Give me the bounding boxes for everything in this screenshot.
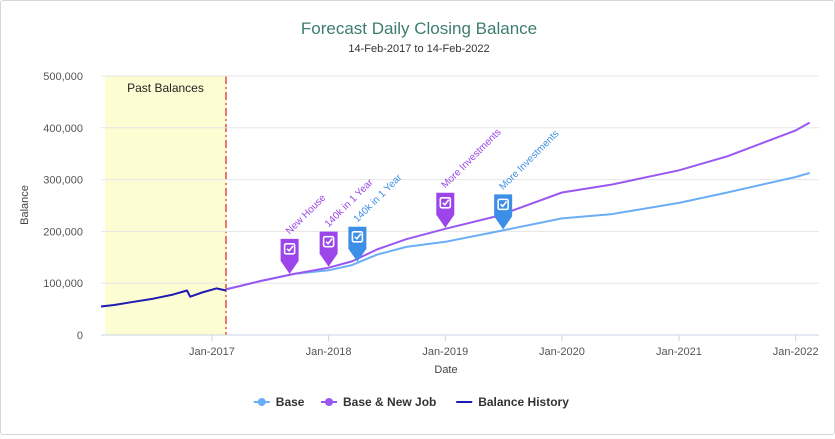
checkbox-icon — [322, 235, 335, 248]
x-tick-label: Jan-2019 — [422, 346, 468, 358]
checkbox-icon — [497, 198, 509, 211]
checkmark-icon — [325, 238, 333, 245]
y-tick-label: 300,000 — [43, 175, 83, 187]
y-tick-label: 100,000 — [43, 278, 83, 290]
checkmark-icon — [442, 199, 450, 207]
legend-item-base[interactable]: Base — [253, 395, 305, 409]
y-tick-label: 500,000 — [43, 71, 83, 83]
x-tick-label: Jan-2017 — [189, 346, 235, 358]
chart-subtitle: 14-Feb-2017 to 14-Feb-2022 — [348, 43, 489, 55]
checkbox-icon — [351, 231, 364, 243]
milestone-label: New House — [284, 192, 329, 237]
legend-label: Base — [276, 395, 305, 409]
y-tick-label: 0 — [77, 330, 83, 342]
legend-symbol-marker — [257, 398, 266, 406]
checkmark-icon — [354, 233, 362, 241]
legend-label: Balance History — [478, 395, 569, 409]
y-axis-title: Balance — [19, 185, 31, 225]
y-tick-label: 400,000 — [43, 123, 83, 135]
series-line-base-new-job[interactable] — [225, 121, 811, 291]
y-tick-label: 200,000 — [43, 226, 83, 238]
series-line-balance-history[interactable] — [100, 287, 227, 308]
chart-title: Forecast Daily Closing Balance — [301, 19, 537, 38]
milestone-label: More Investments — [440, 127, 504, 191]
milestone-label: More Investments — [497, 129, 561, 193]
past-balances-label: Past Balances — [127, 81, 204, 95]
x-tick-label: Jan-2022 — [773, 346, 819, 358]
x-tick-label: Jan-2020 — [539, 346, 585, 358]
checkbox-icon — [283, 243, 296, 255]
legend-label: Base & New Job — [343, 395, 436, 409]
checkmark-icon — [500, 200, 508, 208]
legend-symbol-marker — [325, 398, 333, 406]
milestone-flag[interactable]: More Investments — [436, 127, 504, 228]
legend-item-base-new-job[interactable]: Base & New Job — [321, 395, 436, 409]
x-tick-label: Jan-2021 — [656, 346, 702, 358]
milestone-flag[interactable]: More Investments — [494, 129, 561, 230]
x-axis-title: Date — [434, 364, 457, 376]
legend-item-balance-history[interactable]: Balance History — [456, 395, 569, 409]
x-tick-label: Jan-2018 — [306, 346, 352, 358]
checkbox-icon — [439, 197, 452, 209]
milestone-flag[interactable]: 140k in 1 Year — [348, 172, 405, 262]
checkmark-icon — [286, 245, 294, 253]
